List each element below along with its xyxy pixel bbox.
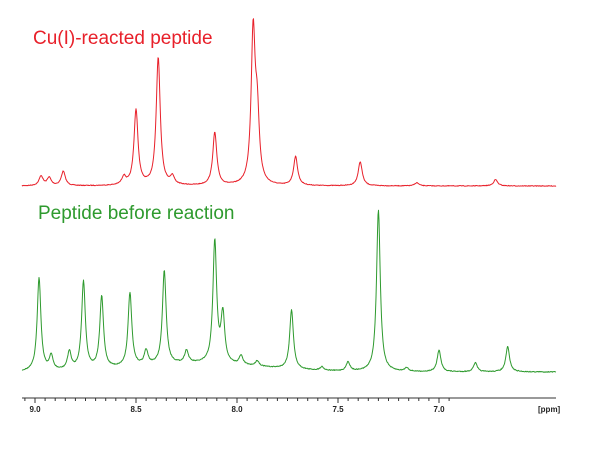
series-label-before-reaction: Peptide before reaction <box>38 203 234 224</box>
x-axis-ticks: 9.0 8.5 8.0 7.5 7.0 <box>24 398 450 414</box>
spectra-traces <box>21 18 557 373</box>
spectrum-trace-before-reaction <box>21 209 557 373</box>
x-axis-unit-label: [ppm] <box>538 405 561 414</box>
series-label-cu-reacted: Cu(I)-reacted peptide <box>33 28 213 49</box>
tick-label: 7.5 <box>332 405 344 414</box>
tick-label: 8.0 <box>231 405 243 414</box>
tick-label: 7.0 <box>433 405 445 414</box>
spectrum-trace-cu-reacted <box>21 18 557 187</box>
tick-label: 9.0 <box>29 405 41 414</box>
tick-label: 8.5 <box>130 405 142 414</box>
